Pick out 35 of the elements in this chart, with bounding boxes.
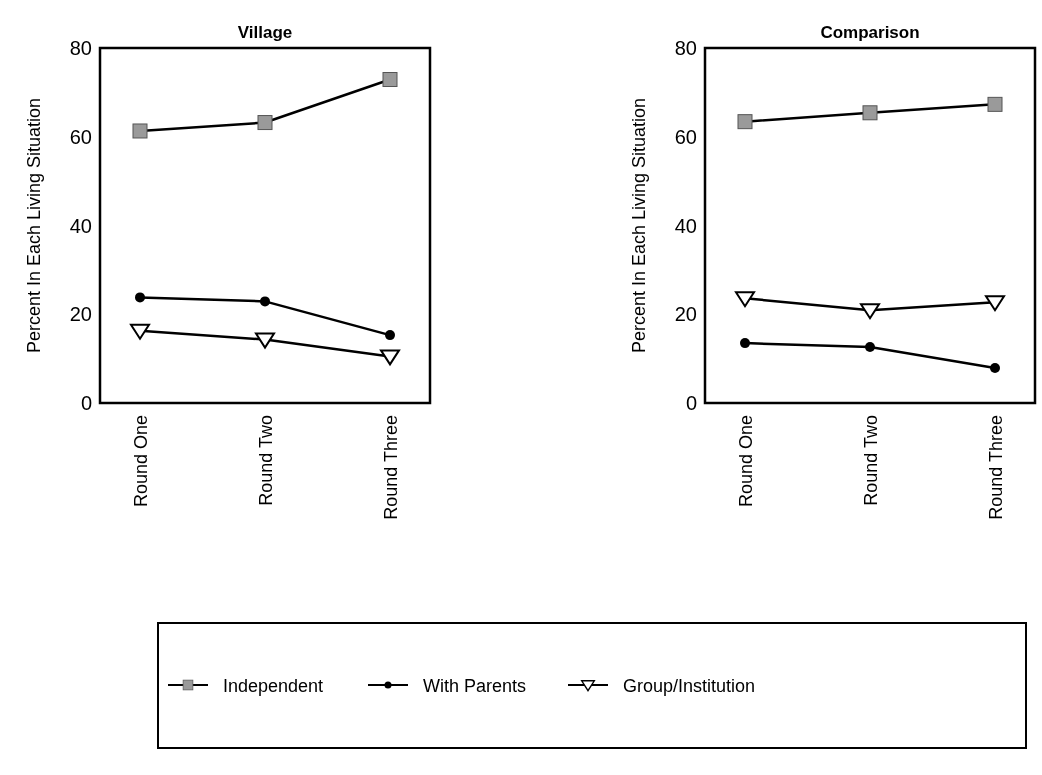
point: [385, 330, 395, 341]
chart-title: Village: [237, 23, 293, 42]
point: [735, 291, 755, 308]
y-axis-title: Percent In Each Living Situation: [24, 97, 44, 354]
legend-label: With Parents: [423, 676, 527, 696]
point: [130, 323, 150, 340]
point: [860, 303, 880, 320]
y-axis-title: Percent In Each Living Situation: [629, 97, 649, 354]
x-tick-label: Round Three: [986, 415, 1006, 520]
y-tick-label: 60: [69, 125, 92, 148]
chart-title: Comparison: [820, 23, 920, 42]
point: [990, 362, 1000, 373]
point: [985, 295, 1005, 312]
point: [260, 296, 270, 307]
x-tick-label: Round Three: [381, 415, 401, 520]
point: [740, 338, 750, 349]
y-tick-label: 80: [69, 37, 92, 59]
point: [255, 332, 275, 349]
y-tick-label: 80: [674, 37, 697, 59]
x-tick-label: Round One: [131, 415, 151, 508]
legend-label: Independent: [223, 676, 324, 696]
y-tick-label: 20: [69, 303, 92, 326]
point: [380, 349, 400, 366]
x-tick-label: Round Two: [861, 415, 881, 506]
y-tick-label: 60: [674, 125, 697, 148]
x-tick-label: Round Two: [256, 415, 276, 506]
point: [865, 342, 875, 353]
y-tick-label: 40: [69, 214, 92, 237]
y-tick-label: 40: [674, 214, 697, 237]
x-tick-label: Round One: [736, 415, 756, 508]
point: [135, 292, 145, 303]
legend-label: Group/Institution: [623, 676, 756, 696]
y-tick-label: 0: [685, 392, 697, 414]
y-tick-label: 0: [80, 392, 92, 414]
y-tick-label: 20: [674, 303, 697, 326]
